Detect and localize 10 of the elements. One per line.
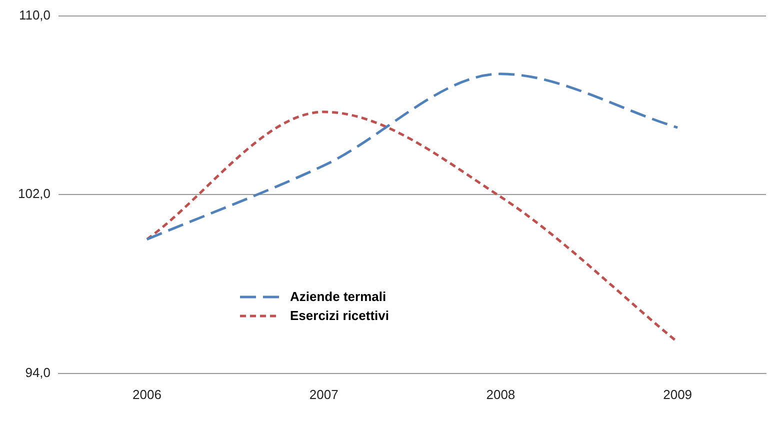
line-series xyxy=(146,72,679,241)
x-tick-label: 2009 xyxy=(663,386,692,402)
x-tick-label: 2006 xyxy=(132,386,162,402)
y-tick-label: 94,0 xyxy=(25,364,51,380)
legend-label: Aziende termali xyxy=(290,289,386,304)
y-tick-label: 102,0 xyxy=(18,186,51,202)
y-tick-label: 110,0 xyxy=(18,7,51,22)
x-tick-label: 2008 xyxy=(486,386,516,402)
x-tick-label: 2007 xyxy=(309,386,338,402)
legend-label: Esercizi ricettivi xyxy=(290,308,389,323)
